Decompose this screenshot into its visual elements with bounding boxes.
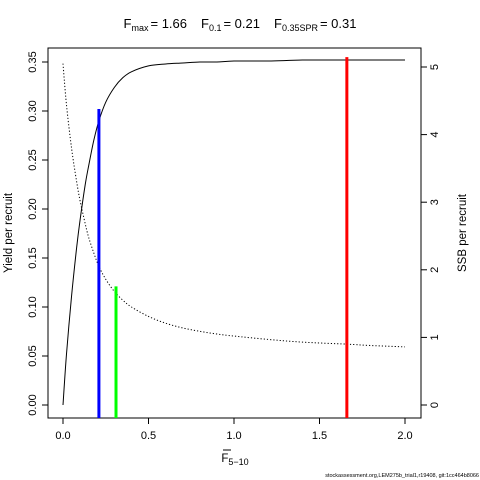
x-tick-label: 2.0	[397, 430, 412, 442]
y-tick-label: 0.05	[27, 345, 39, 366]
x-axis: 0.0 0.5 1.0 1.5 2.0	[55, 418, 413, 442]
y-tick-label: 0.25	[27, 149, 39, 170]
title-fspr-value: = 0.31	[320, 16, 357, 31]
title-f01-value: = 0.21	[223, 16, 260, 31]
title-fspr-label: F	[274, 16, 282, 31]
x-tick-label: 0.5	[141, 430, 156, 442]
y2-tick-label: 1	[429, 334, 441, 340]
y-tick-label: 0.20	[27, 198, 39, 219]
reference-lines	[97, 57, 349, 418]
y-axis-right: 0 1 2 3 4 5	[421, 64, 441, 408]
title-fmax-label: F	[124, 16, 132, 31]
title-f01-sub: 0.1	[209, 23, 222, 33]
chart-title: Fmax = 1.66 F0.1 = 0.21 F0.35SPR = 0.31	[124, 16, 357, 33]
y2-tick-label: 2	[429, 267, 441, 273]
y-axis-left: 0.00 0.05 0.10 0.15 0.20 0.25 0.30 0.35	[27, 51, 48, 416]
x-axis-title-sub: 5−10	[228, 457, 248, 467]
y-axis-title-right: SSB per recruit	[457, 193, 469, 272]
plot-frame	[47, 47, 422, 419]
title-fspr-sub: 0.35SPR	[282, 23, 319, 33]
y-tick-label: 0.10	[27, 296, 39, 317]
x-axis-title: F5−10	[221, 453, 248, 467]
y-axis-title-left: Yield per recruit	[3, 192, 15, 273]
y2-tick-label: 3	[429, 199, 441, 205]
y-tick-label: 0.30	[27, 100, 39, 121]
y2-tick-label: 0	[429, 402, 441, 408]
y-tick-label: 0.00	[27, 394, 39, 415]
ssb-per-recruit-line	[62, 63, 406, 348]
x-axis-title-main: F	[221, 453, 228, 465]
yield-per-recruit-line	[62, 59, 405, 406]
series-layer	[62, 59, 406, 406]
title-fmax-value: = 1.66	[150, 16, 187, 31]
y-tick-label: 0.15	[27, 247, 39, 268]
title-f01-label: F	[201, 16, 209, 31]
y-tick-label: 0.35	[27, 51, 39, 72]
x-tick-label: 1.0	[226, 430, 241, 442]
footnote: stockassessment.org,LEM275b_trial1,r1940…	[325, 473, 479, 479]
title-fmax-sub: max	[131, 23, 149, 33]
x-tick-label: 0.0	[55, 430, 70, 442]
y2-tick-label: 5	[429, 64, 441, 70]
y2-tick-label: 4	[429, 132, 441, 138]
x-tick-label: 1.5	[312, 430, 327, 442]
